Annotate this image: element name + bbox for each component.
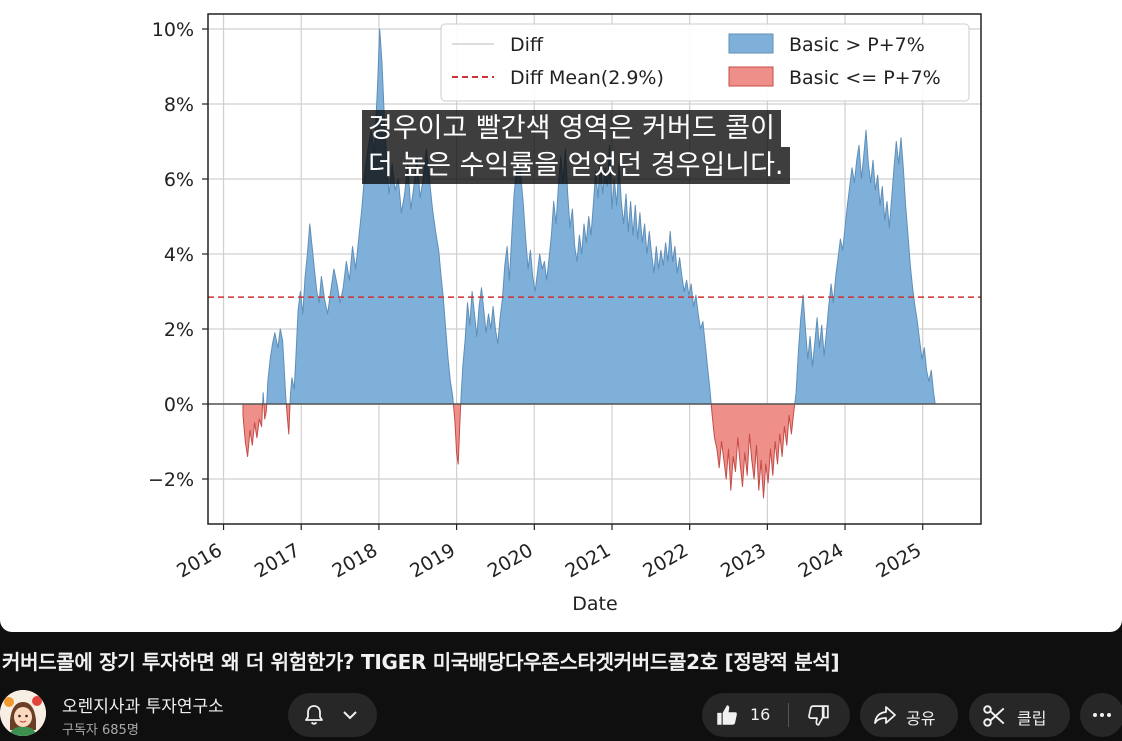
legend-positive-label: Basic > P+7%: [789, 34, 925, 56]
x-axis-label: Date: [572, 593, 617, 615]
channel-name[interactable]: 오렌지사과 투자연구소: [62, 697, 224, 717]
bell-icon: [305, 705, 323, 725]
legend-mean-label: Diff Mean(2.9%): [510, 67, 664, 89]
clip-button[interactable]: 클립: [969, 693, 1070, 737]
legend: Diff Diff Mean(2.9%) Basic > P+7% Basic …: [440, 23, 970, 102]
avatar-illustration: [0, 690, 46, 736]
legend-negative-label: Basic <= P+7%: [789, 67, 941, 89]
thumbs-down-icon: [808, 705, 829, 726]
negative-area: [452, 403, 462, 465]
share-button[interactable]: 공유: [860, 693, 958, 737]
negative-area: [285, 403, 291, 435]
negative-area: [242, 403, 264, 457]
share-label: 공유: [906, 709, 936, 728]
x-tick-label: 2016: [173, 539, 226, 582]
positive-area: [794, 129, 936, 405]
positive-area: [262, 392, 265, 405]
more-button[interactable]: [1080, 693, 1122, 737]
share-icon: [874, 706, 896, 724]
like-count: 16: [750, 705, 771, 724]
legend-positive-patch: [728, 33, 774, 54]
x-tick-label: 2019: [406, 539, 459, 582]
subtitle-line-2: 더 높은 수익률을 얻었던 경우입니다.: [362, 147, 790, 184]
y-tick-label: 4%: [164, 244, 194, 266]
thumbs-up-icon: [717, 705, 737, 725]
x-tick-label: 2024: [795, 539, 848, 582]
like-divider: [788, 703, 789, 727]
video-title: 커버드콜에 장기 투자하면 왜 더 위험한가? TIGER 미국배당다우존스타겟…: [2, 650, 840, 674]
x-tick-label: 2023: [717, 539, 770, 582]
more-icon: [1093, 713, 1111, 717]
like-dislike-bar: 16: [702, 693, 850, 737]
negative-area: [263, 403, 268, 420]
legend-diff-label: Diff: [510, 34, 544, 56]
notification-button[interactable]: [288, 693, 377, 737]
x-tick-label: 2020: [484, 539, 537, 582]
subscriber-count: 구독자 685명: [62, 723, 139, 738]
negative-area: [710, 403, 796, 499]
legend-negative-patch: [728, 66, 774, 87]
x-tick-label: 2018: [329, 539, 382, 582]
video-player[interactable]: 10% 8% 6% 4% 2% 0% −2% 2016 2017 2018 2019 2020 2021…: [0, 0, 1122, 632]
x-tick-label: 2021: [562, 539, 615, 582]
chevron-down-icon: [343, 711, 357, 720]
x-tick-label: 2025: [872, 539, 925, 582]
scissors-icon: [983, 705, 1005, 727]
channel-avatar[interactable]: [0, 690, 46, 736]
like-button[interactable]: 16: [702, 693, 787, 737]
plot-frame: [207, 13, 982, 525]
positive-area: [289, 28, 454, 405]
y-tick-label: 6%: [164, 169, 194, 191]
x-tick-label: 2022: [639, 539, 692, 582]
legend-box: [440, 23, 970, 102]
chart: 10% 8% 6% 4% 2% 0% −2% 2016 2017 2018 2019 2020 2021…: [148, 13, 982, 615]
subtitles: 경우이고 빨간색 영역은 커버드 콜이 더 높은 수익률을 얻었던 경우입니다.: [362, 110, 832, 184]
positive-area: [266, 328, 287, 405]
dislike-button[interactable]: [789, 693, 850, 737]
y-tick-label: 0%: [164, 394, 194, 416]
y-tick-label: 8%: [164, 94, 194, 116]
y-tick-label: 10%: [152, 19, 194, 41]
y-tick-label: −2%: [148, 469, 194, 491]
y-tick-label: 2%: [164, 319, 194, 341]
x-tick-label: 2017: [251, 539, 304, 582]
clip-label: 클립: [1017, 709, 1047, 728]
subtitle-line-1: 경우이고 빨간색 영역은 커버드 콜이: [362, 110, 781, 147]
positive-area: [460, 144, 712, 405]
